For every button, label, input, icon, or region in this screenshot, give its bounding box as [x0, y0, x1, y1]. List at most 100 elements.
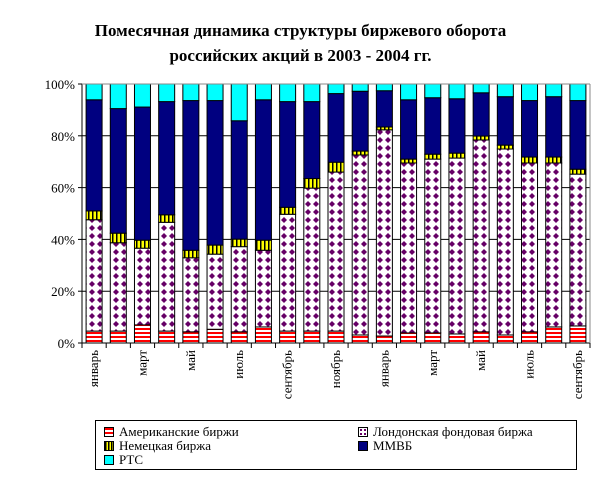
bar-segment [375, 83, 393, 92]
bar-segment [206, 83, 224, 102]
bar-stack [496, 83, 514, 344]
bar-segment [206, 253, 224, 330]
bar-segment [545, 156, 563, 164]
bar-stack [303, 83, 321, 344]
bar-segment [496, 83, 514, 98]
bar-segment [351, 334, 369, 344]
bar-segment [327, 161, 345, 173]
bar-segment [569, 173, 587, 327]
bar-segment [303, 187, 321, 332]
bar-segment [327, 93, 345, 163]
bar-segment [521, 162, 539, 333]
legend: Американские биржи Лондонская фондовая б… [95, 420, 577, 470]
bar-segment [472, 331, 490, 344]
x-tick-label: июль [231, 350, 246, 379]
bar-segment [254, 99, 272, 241]
bar-stack [158, 83, 176, 344]
bar-segment [206, 100, 224, 246]
bar-segment [206, 328, 224, 344]
bar-segment [206, 244, 224, 255]
bar-segment [521, 331, 539, 344]
bar-segment [351, 150, 369, 156]
bar-segment [303, 101, 321, 180]
bar-segment [545, 162, 563, 328]
bar-segment [133, 239, 151, 249]
chart-title-line-2: российских акций в 2003 - 2004 гг. [169, 46, 432, 65]
bar-segment [400, 99, 418, 160]
bar-stack [569, 83, 587, 344]
bar-stack [230, 83, 248, 344]
legend-swatch [104, 441, 114, 451]
bar-segment [448, 98, 466, 154]
bar-segment [569, 325, 587, 344]
bar-segment [327, 330, 345, 344]
bar-stack [424, 83, 442, 344]
bar-segment [109, 83, 127, 110]
bar-segment [230, 238, 248, 248]
bar-segment [133, 247, 151, 326]
bar-segment [424, 332, 442, 344]
bar-segment [496, 334, 514, 344]
bar-segment [545, 83, 563, 98]
bar-segment [496, 144, 514, 150]
bar-segment [85, 99, 103, 212]
bar-stack [109, 83, 127, 344]
bar-stack [400, 83, 418, 344]
bar-stack [521, 83, 539, 344]
y-tick-label: 60% [51, 181, 75, 196]
bar-segment [472, 92, 490, 137]
bar-segment [303, 83, 321, 103]
bar-segment [158, 330, 176, 344]
bar-segment [496, 148, 514, 336]
bar-segment [448, 333, 466, 344]
bar-segment [424, 97, 442, 155]
legend-swatch [358, 427, 368, 437]
bar-segment [85, 83, 103, 101]
bar-segment [133, 83, 151, 108]
bar-segment [254, 239, 272, 251]
x-tick-label: январь [86, 350, 101, 387]
chart-title: Помесячная динамика структуры биржевого … [0, 18, 601, 68]
bar-segment [569, 168, 587, 175]
bar-segment [424, 153, 442, 160]
bar-segment [85, 210, 103, 221]
bar-segment [327, 171, 345, 332]
x-tick-label: май [473, 350, 488, 371]
bar-segment [254, 326, 272, 344]
bar-stack [254, 83, 272, 344]
y-tick-label: 80% [51, 129, 75, 144]
bar-segment [569, 83, 587, 102]
bar-segment [545, 96, 563, 158]
bar-segment [303, 178, 321, 189]
bar-stack [279, 83, 297, 344]
bar-segment [109, 242, 127, 332]
bar-segment [327, 83, 345, 95]
bar-segment [351, 83, 369, 92]
legend-item: Немецкая биржа [104, 438, 211, 454]
bar-segment [109, 232, 127, 244]
bar-segment [303, 330, 321, 344]
legend-label: Американские биржи [119, 424, 239, 439]
bar-segment [448, 83, 466, 100]
bar-segment [351, 154, 369, 336]
legend-swatch [358, 441, 368, 451]
bar-segment [109, 330, 127, 344]
y-tick-label: 100% [45, 77, 76, 92]
bar-segment [351, 90, 369, 152]
bar-stack [375, 83, 393, 344]
legend-label: ММВБ [373, 438, 413, 453]
bar-segment [109, 108, 127, 234]
legend-item: Лондонская фондовая биржа [358, 424, 533, 440]
bar-segment [254, 83, 272, 101]
bar-segment [158, 83, 176, 103]
bar-segment [521, 83, 539, 102]
bar-segment [375, 129, 393, 337]
bar-segment [230, 120, 248, 240]
bar-stack [351, 83, 369, 344]
legend-swatch [104, 427, 114, 437]
chart-title-line-1: Помесячная динамика структуры биржевого … [94, 21, 507, 40]
legend-label: РТС [119, 452, 144, 467]
bar-stack [133, 83, 151, 344]
bar-segment [496, 96, 514, 146]
